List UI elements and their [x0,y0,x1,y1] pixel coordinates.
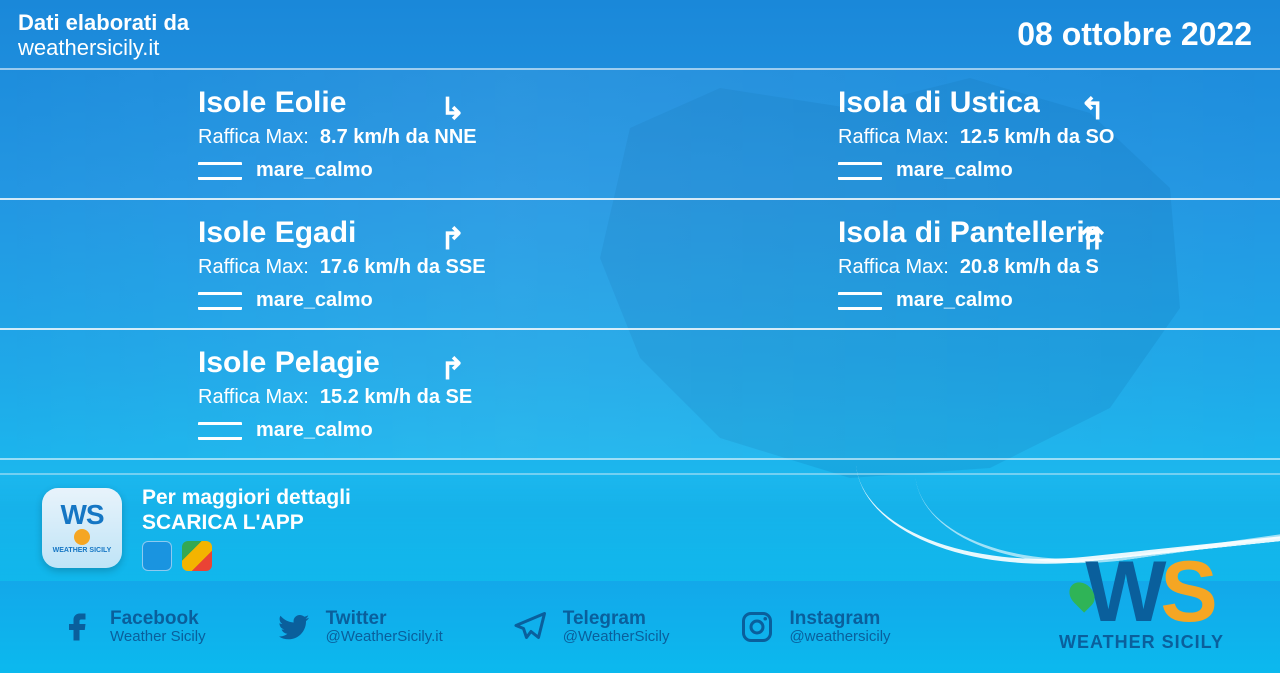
forecast-cell: Isole Egadi ↱ Raffica Max: 17.6 km/h da … [0,200,640,328]
forecast-row: Isole Eolie ↳ Raffica Max: 8.7 km/h da N… [0,68,1280,200]
forecast-cell: Isola di Ustica ↰ Raffica Max: 12.5 km/h… [640,70,1280,198]
app-badge-label: WEATHER SICILY [53,547,112,554]
sea-state: mare_calmo [838,289,1280,312]
header-date: 08 ottobre 2022 [1017,16,1252,53]
sea-icon [838,292,882,310]
header-source: Dati elaborati da weathersicily.it [18,10,189,61]
location-name: Isola di Pantelleria [838,216,1280,250]
location-name: Isole Pelagie [198,346,640,380]
promo-line1: Per maggiori dettagli [142,485,351,510]
gust-line: Raffica Max: 17.6 km/h da SSE [198,256,640,279]
wind-direction-icon: ⇈ [1080,222,1105,257]
forecast-cell: Isole Eolie ↳ Raffica Max: 8.7 km/h da N… [0,70,640,198]
forecast-cell-empty [640,330,1280,458]
sun-icon [74,529,90,545]
sea-state: mare_calmo [838,159,1280,182]
sea-icon [838,162,882,180]
wind-direction-icon: ↱ [440,352,465,387]
app-badge-logo: WS [60,502,103,527]
playstore-icon[interactable] [182,541,212,571]
facebook-icon [60,609,96,645]
app-badge[interactable]: WS WEATHER SICILY [42,488,122,568]
wind-direction-icon: ↰ [1080,92,1105,127]
telegram-icon [513,609,549,645]
promo-line2: SCARICA L'APP [142,510,351,535]
social-instagram[interactable]: Instagram@weathersicily [739,609,890,646]
forecast-cell: Isola di Pantelleria ⇈ Raffica Max: 20.8… [640,200,1280,328]
appstore-icon[interactable] [142,541,172,571]
sea-icon [198,162,242,180]
sea-icon [198,292,242,310]
logo-subtitle: WEATHER SICILY [1059,632,1224,653]
social-twitter[interactable]: Twitter@WeatherSicily.it [276,609,443,646]
social-telegram[interactable]: Telegram@WeatherSicily [513,609,670,646]
wind-direction-icon: ↳ [440,92,465,127]
sea-icon [198,422,242,440]
weather-sicily-logo: WS WEATHER SICILY [1059,557,1224,653]
twitter-icon [276,609,312,645]
forecast-row: Isole Pelagie ↱ Raffica Max: 15.2 km/h d… [0,328,1280,460]
header-line2: weathersicily.it [18,35,189,60]
sea-state: mare_calmo [198,419,640,442]
instagram-icon [739,609,775,645]
gust-line: Raffica Max: 12.5 km/h da SO [838,126,1280,149]
social-facebook[interactable]: FacebookWeather Sicily [60,609,206,646]
location-name: Isole Egadi [198,216,640,250]
gust-line: Raffica Max: 15.2 km/h da SE [198,386,640,409]
location-name: Isole Eolie [198,86,640,120]
forecast-rows: Isole Eolie ↳ Raffica Max: 8.7 km/h da N… [0,68,1280,458]
gust-line: Raffica Max: 8.7 km/h da NNE [198,126,640,149]
gust-line: Raffica Max: 20.8 km/h da S [838,256,1280,279]
forecast-row: Isole Egadi ↱ Raffica Max: 17.6 km/h da … [0,198,1280,330]
header-line1: Dati elaborati da [18,10,189,35]
store-badges [142,541,351,571]
location-name: Isola di Ustica [838,86,1280,120]
wind-direction-icon: ↱ [440,222,465,257]
sea-state: mare_calmo [198,159,640,182]
sea-state: mare_calmo [198,289,640,312]
forecast-cell: Isole Pelagie ↱ Raffica Max: 15.2 km/h d… [0,330,640,458]
